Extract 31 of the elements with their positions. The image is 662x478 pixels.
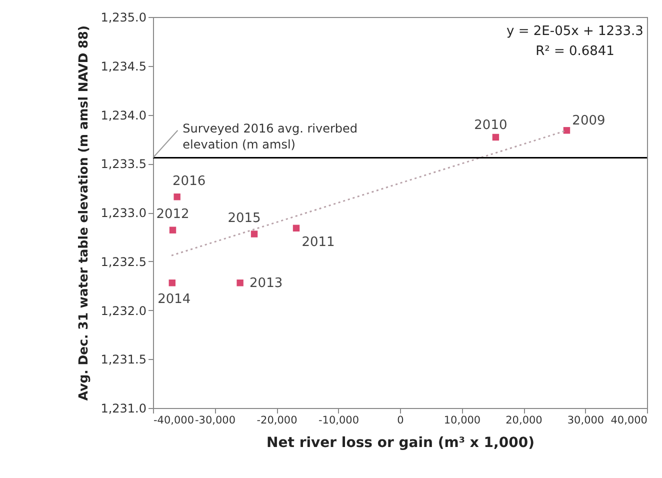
annotation: 2014 — [158, 292, 191, 307]
annotation: R² = 0.6841 — [536, 44, 614, 59]
y-tick-label: 1,234.0 — [100, 108, 146, 122]
y-tick-label: 1,234.5 — [100, 59, 146, 74]
x-tick-label: -20,000 — [256, 414, 298, 426]
x-tick-label: -10,000 — [318, 414, 360, 426]
x-tick-label: -30,000 — [194, 414, 236, 426]
x-tick-label: 20,000 — [506, 414, 542, 426]
y-tick-label: 1,233.5 — [100, 157, 146, 172]
annotation: y = 2E-05x + 1233.3 — [506, 24, 644, 39]
y-tick-label: 1,235.0 — [100, 10, 146, 24]
annotation: 2010 — [474, 118, 508, 134]
x-tick-label: -40,000 — [154, 414, 194, 426]
y-tick-label: 1,232.0 — [100, 304, 146, 318]
x-tick-label: 30,000 — [567, 414, 604, 426]
x-tick-label: 0 — [397, 414, 404, 426]
ref-line-label: Surveyed 2016 avg. riverbed elevation (m amsl) — [182, 121, 358, 152]
y-tick-label: 1,231.0 — [100, 402, 146, 416]
x-tick-label: 40,000 — [610, 414, 648, 426]
y-tick-label: 1,232.5 — [100, 254, 146, 269]
x-tick-label: 10,000 — [444, 414, 481, 426]
x-axis-title: Net river loss or gain (m³ x 1,000) — [266, 435, 534, 451]
annotation: 2016 — [172, 174, 206, 189]
y-tick-label: 1,233.0 — [100, 206, 146, 220]
annotation: 2013 — [250, 276, 283, 291]
annotation: 2012 — [156, 207, 190, 222]
annotation: 2015 — [228, 211, 261, 226]
y-axis-title: Avg. Dec. 31 water table elevation (m amsl NAVD 88) — [76, 25, 91, 401]
annotation: 2011 — [302, 235, 335, 250]
annotation: 2009 — [572, 113, 606, 128]
y-tick-label: 1,231.5 — [100, 352, 146, 367]
